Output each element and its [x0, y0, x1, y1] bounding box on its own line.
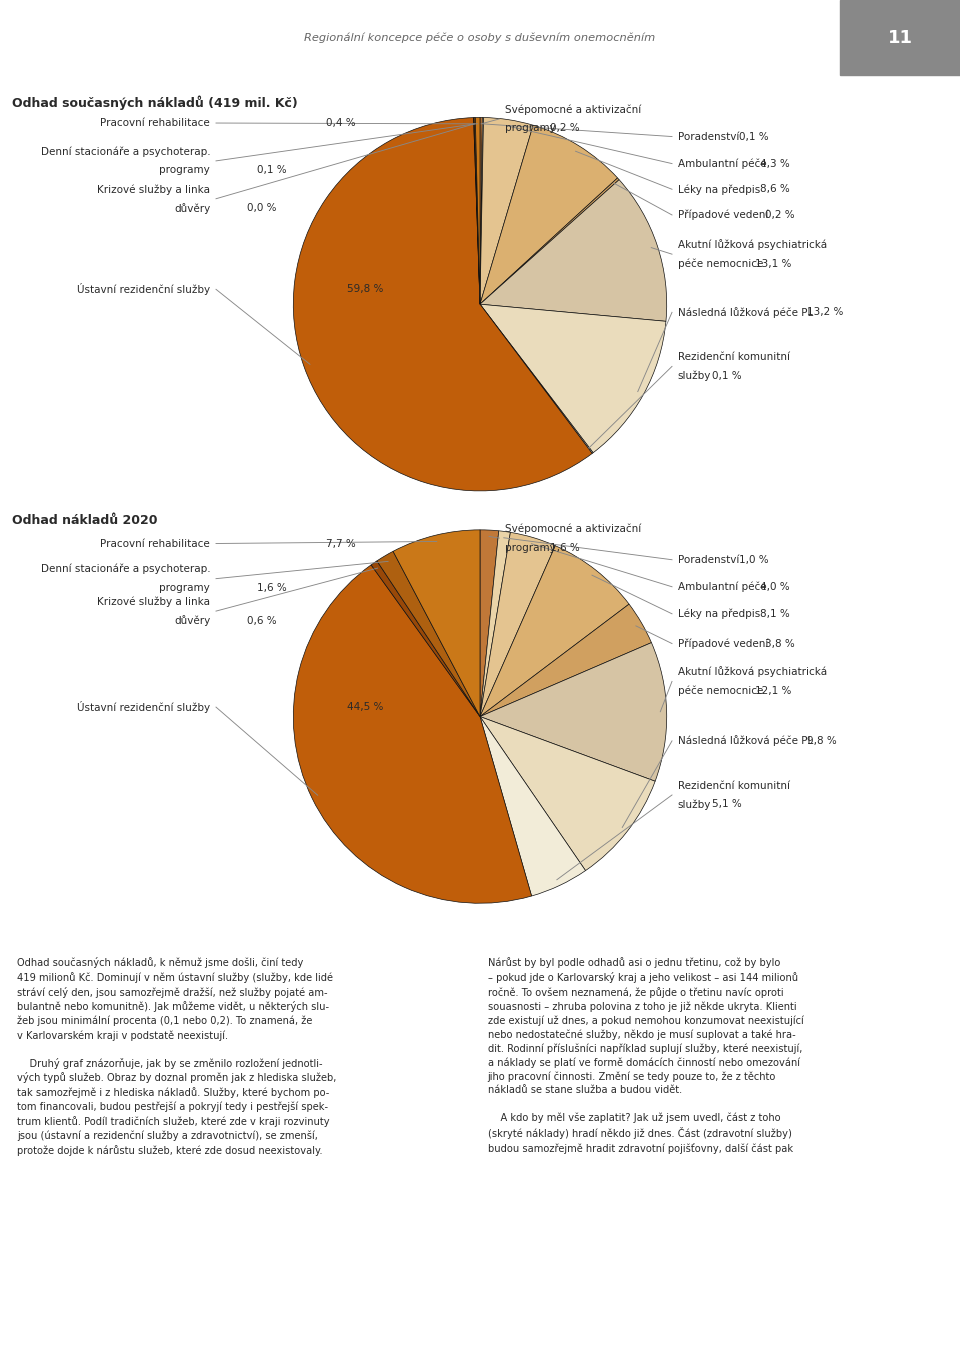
- Text: Nárůst by byl podle odhadů asi o jednu třetinu, což by bylo
– pokud jde o Karlov: Nárůst by byl podle odhadů asi o jednu t…: [488, 957, 804, 1153]
- Text: Krizové služby a linka: Krizové služby a linka: [97, 184, 210, 195]
- Text: Léky na předpis: Léky na předpis: [678, 184, 760, 195]
- Text: 0,6 %: 0,6 %: [247, 615, 276, 626]
- Text: péče nemocnice: péče nemocnice: [678, 258, 763, 269]
- Wedge shape: [480, 118, 482, 304]
- Wedge shape: [480, 304, 666, 453]
- Text: Rezidenční komunitní: Rezidenční komunitní: [678, 352, 790, 362]
- Wedge shape: [393, 530, 480, 717]
- Text: 8,1 %: 8,1 %: [760, 608, 789, 619]
- Text: Akutní lůžková psychiatrická: Akutní lůžková psychiatrická: [678, 667, 827, 677]
- Text: Poradenství: Poradenství: [678, 554, 739, 565]
- Text: Rezidenční komunitní: Rezidenční komunitní: [678, 780, 790, 791]
- Text: 1,6 %: 1,6 %: [550, 542, 580, 553]
- Text: Denní stacionáře a psychoterap.: Denní stacionáře a psychoterap.: [40, 146, 210, 157]
- Wedge shape: [475, 118, 480, 304]
- Text: 0,1 %: 0,1 %: [712, 370, 742, 381]
- Wedge shape: [294, 565, 532, 903]
- Text: Následná lůžková péče PL: Následná lůžková péče PL: [678, 307, 813, 318]
- Wedge shape: [480, 531, 511, 717]
- Text: Léky na předpis: Léky na předpis: [678, 608, 760, 619]
- Wedge shape: [480, 304, 593, 453]
- Text: 1,6 %: 1,6 %: [257, 583, 287, 594]
- Text: programy: programy: [505, 123, 556, 134]
- Text: Krizové služby a linka: Krizové služby a linka: [97, 596, 210, 607]
- Wedge shape: [480, 642, 666, 781]
- Text: služby: služby: [678, 370, 711, 381]
- Wedge shape: [480, 717, 655, 871]
- Text: 13,2 %: 13,2 %: [807, 307, 844, 318]
- Text: 8,6 %: 8,6 %: [760, 184, 789, 195]
- Text: Odhad současných nákladů (419 mil. Kč): Odhad současných nákladů (419 mil. Kč): [12, 96, 298, 110]
- Wedge shape: [480, 533, 555, 717]
- Text: Odhad nákladů 2020: Odhad nákladů 2020: [12, 514, 157, 527]
- Text: Případové vedení: Případové vedení: [678, 638, 768, 649]
- Text: Denní stacionáře a psychoterap.: Denní stacionáře a psychoterap.: [40, 564, 210, 575]
- Text: 5,1 %: 5,1 %: [712, 799, 742, 810]
- Text: Odhad současných nákladů, k němuž jsme došli, činí tedy
419 milionů Kč. Dominují: Odhad současných nákladů, k němuž jsme d…: [17, 957, 337, 1156]
- Text: Ústavní rezidenční služby: Ústavní rezidenční služby: [77, 702, 210, 713]
- Wedge shape: [473, 118, 480, 304]
- Text: Pracovní rehabilitace: Pracovní rehabilitace: [101, 118, 210, 128]
- Text: 9,8 %: 9,8 %: [807, 735, 837, 746]
- Text: péče nemocnice: péče nemocnice: [678, 685, 763, 696]
- Text: programy: programy: [159, 583, 210, 594]
- Bar: [840, 0, 960, 76]
- Text: 4,3 %: 4,3 %: [760, 158, 789, 169]
- Wedge shape: [480, 717, 586, 896]
- Text: důvěry: důvěry: [174, 203, 210, 214]
- Text: 44,5 %: 44,5 %: [347, 702, 383, 713]
- Wedge shape: [480, 118, 533, 304]
- Text: 0,4 %: 0,4 %: [326, 118, 355, 128]
- Text: Případové vedení: Případové vedení: [678, 210, 768, 220]
- Text: Ambulantní péče: Ambulantní péče: [678, 581, 766, 592]
- Text: programy: programy: [505, 542, 556, 553]
- Text: Poradenství: Poradenství: [678, 131, 739, 142]
- Text: 4,0 %: 4,0 %: [760, 581, 789, 592]
- Wedge shape: [372, 561, 480, 717]
- Wedge shape: [377, 552, 480, 717]
- Wedge shape: [480, 178, 619, 304]
- Text: 12,1 %: 12,1 %: [755, 685, 791, 696]
- Wedge shape: [480, 118, 484, 304]
- Text: 59,8 %: 59,8 %: [347, 284, 383, 295]
- Text: 1,0 %: 1,0 %: [738, 554, 768, 565]
- Text: důvěry: důvěry: [174, 615, 210, 626]
- Text: Následná lůžková péče PL: Následná lůžková péče PL: [678, 735, 813, 746]
- Text: Akutní lůžková psychiatrická: Akutní lůžková psychiatrická: [678, 239, 827, 250]
- Text: Ústavní rezidenční služby: Ústavní rezidenční služby: [77, 284, 210, 295]
- Wedge shape: [480, 126, 617, 304]
- Text: 0,0 %: 0,0 %: [247, 203, 276, 214]
- Text: 0,1 %: 0,1 %: [257, 165, 287, 176]
- Text: Ambulantní péče: Ambulantní péče: [678, 158, 766, 169]
- Text: 0,2 %: 0,2 %: [765, 210, 795, 220]
- Text: Svépomocné a aktivizační: Svépomocné a aktivizační: [505, 523, 641, 534]
- Text: 0,2 %: 0,2 %: [550, 123, 580, 134]
- Wedge shape: [480, 604, 652, 717]
- Text: Svépomocné a aktivizační: Svépomocné a aktivizační: [505, 104, 641, 115]
- Text: 3,8 %: 3,8 %: [765, 638, 795, 649]
- Text: programy: programy: [159, 165, 210, 176]
- Wedge shape: [480, 180, 666, 322]
- Wedge shape: [294, 118, 592, 491]
- Wedge shape: [474, 118, 480, 304]
- Text: služby: služby: [678, 799, 711, 810]
- Text: 13,1 %: 13,1 %: [755, 258, 791, 269]
- Text: 0,1 %: 0,1 %: [738, 131, 768, 142]
- Text: Regionální koncepce péče o osoby s duševním onemocněním: Regionální koncepce péče o osoby s dušev…: [304, 32, 656, 43]
- Wedge shape: [480, 530, 499, 717]
- Text: 7,7 %: 7,7 %: [326, 538, 355, 549]
- Text: 11: 11: [887, 28, 913, 46]
- Wedge shape: [480, 546, 629, 717]
- Text: Pracovní rehabilitace: Pracovní rehabilitace: [101, 538, 210, 549]
